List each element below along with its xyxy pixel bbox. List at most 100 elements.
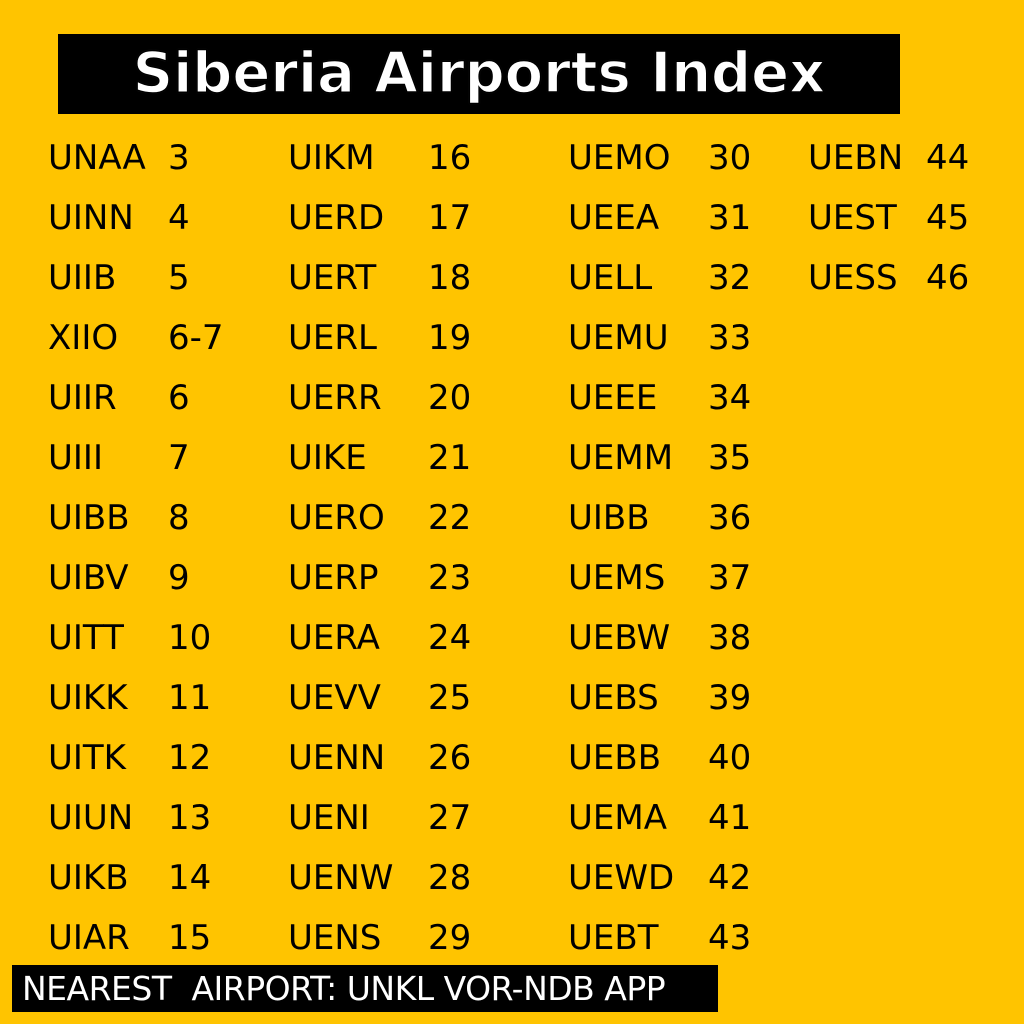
index-column-3: UEMO 30 UEEA 31 UELL 32 UEMU 33 UEEE 34 UEMM 35 UIBB… xyxy=(568,128,751,968)
page-number: 6 xyxy=(168,378,190,418)
index-entry: UELL 32 xyxy=(568,248,751,308)
airport-code: UERA xyxy=(288,618,380,658)
airport-code: UEMA xyxy=(568,798,667,838)
airport-code: UEBT xyxy=(568,918,659,958)
airport-code: UIBB xyxy=(568,498,650,538)
index-entry: UEBT 43 xyxy=(568,908,751,968)
airport-code: UELL xyxy=(568,258,653,298)
page-number: 4 xyxy=(168,198,190,238)
index-entry: UIII 7 xyxy=(48,428,224,488)
index-entry: UENS 29 xyxy=(288,908,471,968)
airport-code: UEBN xyxy=(808,138,904,178)
airport-code: UIKK xyxy=(48,678,128,718)
index-entry: UIKM 16 xyxy=(288,128,471,188)
page-number: 25 xyxy=(428,678,472,718)
page-number: 17 xyxy=(428,198,472,238)
airport-code: UERP xyxy=(288,558,379,598)
airport-code: UEEA xyxy=(568,198,660,238)
index-entry: UEEA 31 xyxy=(568,188,751,248)
index-column-2: UIKM 16 UERD 17 UERT 18 UERL 19 UERR 20 UIKE 21 UERO… xyxy=(288,128,471,968)
index-entry: UEBS 39 xyxy=(568,668,751,728)
airport-code: UIBV xyxy=(48,558,129,598)
page-number: 37 xyxy=(708,558,752,598)
page-number: 18 xyxy=(428,258,472,298)
index-entry: UITT 10 xyxy=(48,608,224,668)
index-entry: UEMU 33 xyxy=(568,308,751,368)
index-entry: UEWD 42 xyxy=(568,848,751,908)
index-column-4: UEBN 44 UEST 45 UESS 46 xyxy=(808,128,969,308)
page-number: 44 xyxy=(926,138,970,178)
airport-code: XIIO xyxy=(48,318,119,358)
title-banner: Siberia Airports Index xyxy=(58,34,900,114)
page-number: 24 xyxy=(428,618,472,658)
page-number: 26 xyxy=(428,738,472,778)
nearest-airport-footer: NEAREST AIRPORT: UNKL VOR-NDB APP xyxy=(12,965,718,1012)
page-number: 39 xyxy=(708,678,752,718)
index-entry: UERP 23 xyxy=(288,548,471,608)
index-entry: UENI 27 xyxy=(288,788,471,848)
page-number: 21 xyxy=(428,438,472,478)
index-entry: UEST 45 xyxy=(808,188,969,248)
index-entry: UIIR 6 xyxy=(48,368,224,428)
index-entry: UIBB 8 xyxy=(48,488,224,548)
page-number: 14 xyxy=(168,858,212,898)
index-entry: UIIB 5 xyxy=(48,248,224,308)
index-entry: UERD 17 xyxy=(288,188,471,248)
index-entry: UEMO 30 xyxy=(568,128,751,188)
page-number: 5 xyxy=(168,258,190,298)
airport-code: UEWD xyxy=(568,858,675,898)
index-entry: UIAR 15 xyxy=(48,908,224,968)
page-number: 43 xyxy=(708,918,752,958)
index-entry: UEEE 34 xyxy=(568,368,751,428)
page-number: 22 xyxy=(428,498,472,538)
page-number: 8 xyxy=(168,498,190,538)
page-number: 13 xyxy=(168,798,212,838)
index-entry: UEBN 44 xyxy=(808,128,969,188)
page-number: 23 xyxy=(428,558,472,598)
index-entry: UIBV 9 xyxy=(48,548,224,608)
index-entry: UITK 12 xyxy=(48,728,224,788)
page-number: 19 xyxy=(428,318,472,358)
airport-code: UEEE xyxy=(568,378,658,418)
airport-code: UIIB xyxy=(48,258,117,298)
index-entry: UEBB 40 xyxy=(568,728,751,788)
index-entry: UERL 19 xyxy=(288,308,471,368)
page-number: 29 xyxy=(428,918,472,958)
index-entry: UENW 28 xyxy=(288,848,471,908)
airport-code: UIKM xyxy=(288,138,375,178)
page-number: 32 xyxy=(708,258,752,298)
airport-code: UIII xyxy=(48,438,103,478)
index-entry: UENN 26 xyxy=(288,728,471,788)
index-entry: UERR 20 xyxy=(288,368,471,428)
airport-code: UERT xyxy=(288,258,377,298)
index-entry: UEMM 35 xyxy=(568,428,751,488)
index-entry: UEVV 25 xyxy=(288,668,471,728)
index-column-1: UNAA 3 UINN 4 UIIB 5 XIIO 6-7 UIIR 6 UIII 7 UIBB 8 UIB… xyxy=(48,128,224,968)
airport-code: UIBB xyxy=(48,498,130,538)
index-entry: UEBW 38 xyxy=(568,608,751,668)
page-number: 35 xyxy=(708,438,752,478)
page-number: 10 xyxy=(168,618,212,658)
airport-code: UIUN xyxy=(48,798,134,838)
page-number: 6-7 xyxy=(168,318,224,358)
airport-code: UINN xyxy=(48,198,134,238)
airport-code: UIAR xyxy=(48,918,130,958)
airport-code: UIIR xyxy=(48,378,117,418)
airport-code: UEST xyxy=(808,198,897,238)
page-number: 31 xyxy=(708,198,752,238)
index-entry: UEMA 41 xyxy=(568,788,751,848)
airport-code: UIKB xyxy=(48,858,129,898)
page-number: 46 xyxy=(926,258,970,298)
page-number: 11 xyxy=(168,678,212,718)
page-number: 33 xyxy=(708,318,752,358)
index-entry: UERA 24 xyxy=(288,608,471,668)
index-entry: UIUN 13 xyxy=(48,788,224,848)
index-entry: UESS 46 xyxy=(808,248,969,308)
index-entry: UIKB 14 xyxy=(48,848,224,908)
airport-code: UERL xyxy=(288,318,377,358)
page-number: 41 xyxy=(708,798,752,838)
page-number: 12 xyxy=(168,738,212,778)
page-number: 27 xyxy=(428,798,472,838)
airport-code: UENW xyxy=(288,858,394,898)
airport-code: UENI xyxy=(288,798,370,838)
